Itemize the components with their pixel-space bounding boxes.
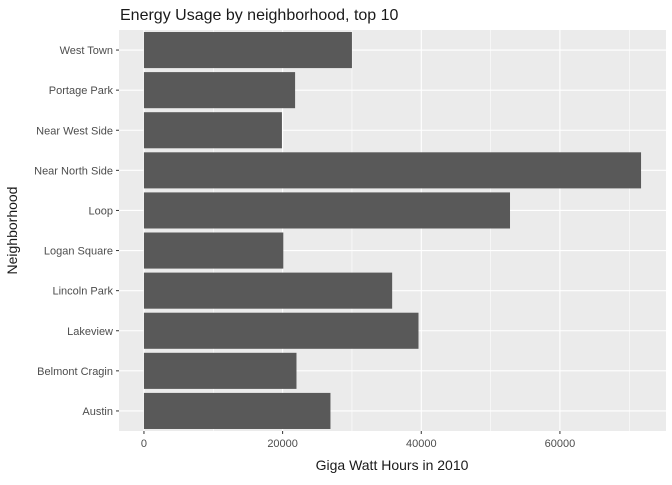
y-tick-label: Lakeview [67,326,113,338]
x-tick-label: 0 [141,438,147,450]
chart-title: Energy Usage by neighborhood, top 10 [120,7,399,24]
y-tick-label: Near West Side [36,125,113,137]
y-tick-label: Loop [89,205,113,217]
bar [143,112,282,149]
x-axis-ticks: 0 20000 40000 60000 [141,431,575,450]
y-tick-label: Belmont Cragin [37,366,113,378]
x-tick-label: 20000 [267,438,298,450]
y-tick-label: Logan Square [44,246,113,258]
bar [143,72,296,109]
bar [143,312,419,349]
bar [143,272,393,309]
y-tick-label: Near North Side [34,165,113,177]
bar [143,352,297,389]
bar [143,392,331,429]
y-tick-label: West Town [60,45,113,57]
y-axis-ticks: West Town Portage Park Near West Side Near … [34,45,119,418]
bar [143,32,352,69]
x-tick-label: 60000 [545,438,576,450]
bar [143,232,284,269]
y-tick-label: Lincoln Park [52,286,113,298]
y-tick-label: Portage Park [49,85,114,97]
bar [143,192,511,229]
y-tick-label: Austin [82,406,113,418]
x-axis-title: Giga Watt Hours in 2010 [316,457,469,473]
x-tick-label: 40000 [406,438,437,450]
y-axis-title: Neighborhood [4,187,20,275]
bar [143,152,642,189]
bars [143,32,642,429]
